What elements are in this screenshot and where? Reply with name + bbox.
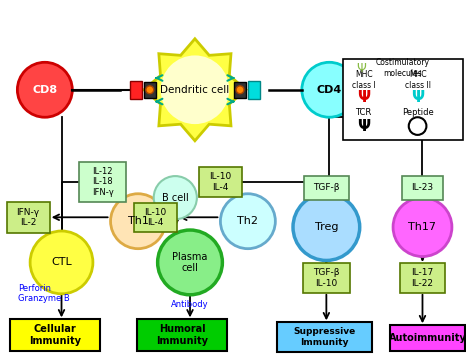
Ellipse shape (161, 56, 229, 124)
Text: Ψ: Ψ (411, 90, 424, 105)
Text: IL-10
IL-4: IL-10 IL-4 (145, 208, 167, 227)
Text: CD4: CD4 (317, 85, 342, 95)
Text: Treg: Treg (315, 222, 338, 232)
Text: MHC
class II: MHC class II (405, 70, 430, 90)
Circle shape (236, 86, 244, 94)
Text: Ψ: Ψ (357, 62, 366, 75)
Ellipse shape (393, 198, 452, 257)
Text: TCR: TCR (356, 108, 372, 117)
Text: IL-17
IL-22: IL-17 IL-22 (411, 268, 434, 288)
Text: Suppressive
Immunity: Suppressive Immunity (293, 327, 356, 347)
FancyBboxPatch shape (390, 325, 465, 351)
FancyBboxPatch shape (304, 176, 349, 200)
Text: TGF-β: TGF-β (313, 183, 339, 192)
Ellipse shape (30, 231, 93, 294)
Text: Humoral
Immunity: Humoral Immunity (156, 324, 208, 346)
Text: Ψ: Ψ (357, 90, 370, 105)
FancyBboxPatch shape (343, 59, 463, 140)
FancyBboxPatch shape (303, 264, 350, 293)
FancyBboxPatch shape (137, 319, 228, 351)
FancyBboxPatch shape (130, 81, 142, 99)
Text: Th2: Th2 (237, 216, 258, 226)
Text: CTL: CTL (51, 257, 72, 268)
Ellipse shape (110, 194, 165, 249)
Ellipse shape (293, 194, 360, 260)
Text: IFN-γ
IL-2: IFN-γ IL-2 (17, 208, 40, 227)
Text: Cellular
Immunity: Cellular Immunity (28, 324, 81, 346)
Text: Th1: Th1 (128, 216, 148, 226)
Text: Antibody: Antibody (171, 300, 209, 309)
Ellipse shape (302, 62, 357, 117)
Text: CD8: CD8 (32, 85, 57, 95)
FancyBboxPatch shape (199, 167, 242, 197)
Text: Th17: Th17 (409, 222, 437, 232)
Ellipse shape (18, 62, 73, 117)
Ellipse shape (220, 194, 275, 249)
FancyBboxPatch shape (134, 203, 177, 232)
FancyBboxPatch shape (277, 322, 372, 352)
FancyBboxPatch shape (400, 264, 445, 293)
FancyBboxPatch shape (234, 82, 246, 97)
Text: Dendritic cell: Dendritic cell (160, 85, 229, 95)
Text: IL-10
IL-4: IL-10 IL-4 (210, 172, 231, 192)
Text: Costimulatory
molecules: Costimulatory molecules (376, 58, 430, 78)
Text: IL-12
IL-18
IFN-γ: IL-12 IL-18 IFN-γ (92, 167, 114, 197)
Text: B cell: B cell (162, 193, 189, 203)
Text: Plasma
cell: Plasma cell (173, 252, 208, 273)
Text: Perforin
Granzyme B: Perforin Granzyme B (18, 284, 70, 304)
Circle shape (409, 117, 427, 135)
FancyBboxPatch shape (79, 162, 126, 201)
Text: TGF-β
IL-10: TGF-β IL-10 (313, 268, 339, 288)
Text: Autoimmunity: Autoimmunity (389, 333, 466, 343)
Ellipse shape (154, 176, 197, 219)
Text: IL-23: IL-23 (411, 183, 434, 192)
FancyBboxPatch shape (402, 176, 443, 200)
Text: Peptide: Peptide (401, 108, 433, 117)
Ellipse shape (158, 230, 222, 295)
FancyBboxPatch shape (144, 82, 155, 97)
FancyBboxPatch shape (7, 201, 50, 233)
Text: Ψ: Ψ (357, 118, 370, 134)
FancyBboxPatch shape (9, 319, 100, 351)
FancyBboxPatch shape (248, 81, 260, 99)
Text: MHC
class I: MHC class I (352, 70, 375, 90)
Circle shape (146, 86, 154, 94)
Polygon shape (144, 39, 246, 141)
